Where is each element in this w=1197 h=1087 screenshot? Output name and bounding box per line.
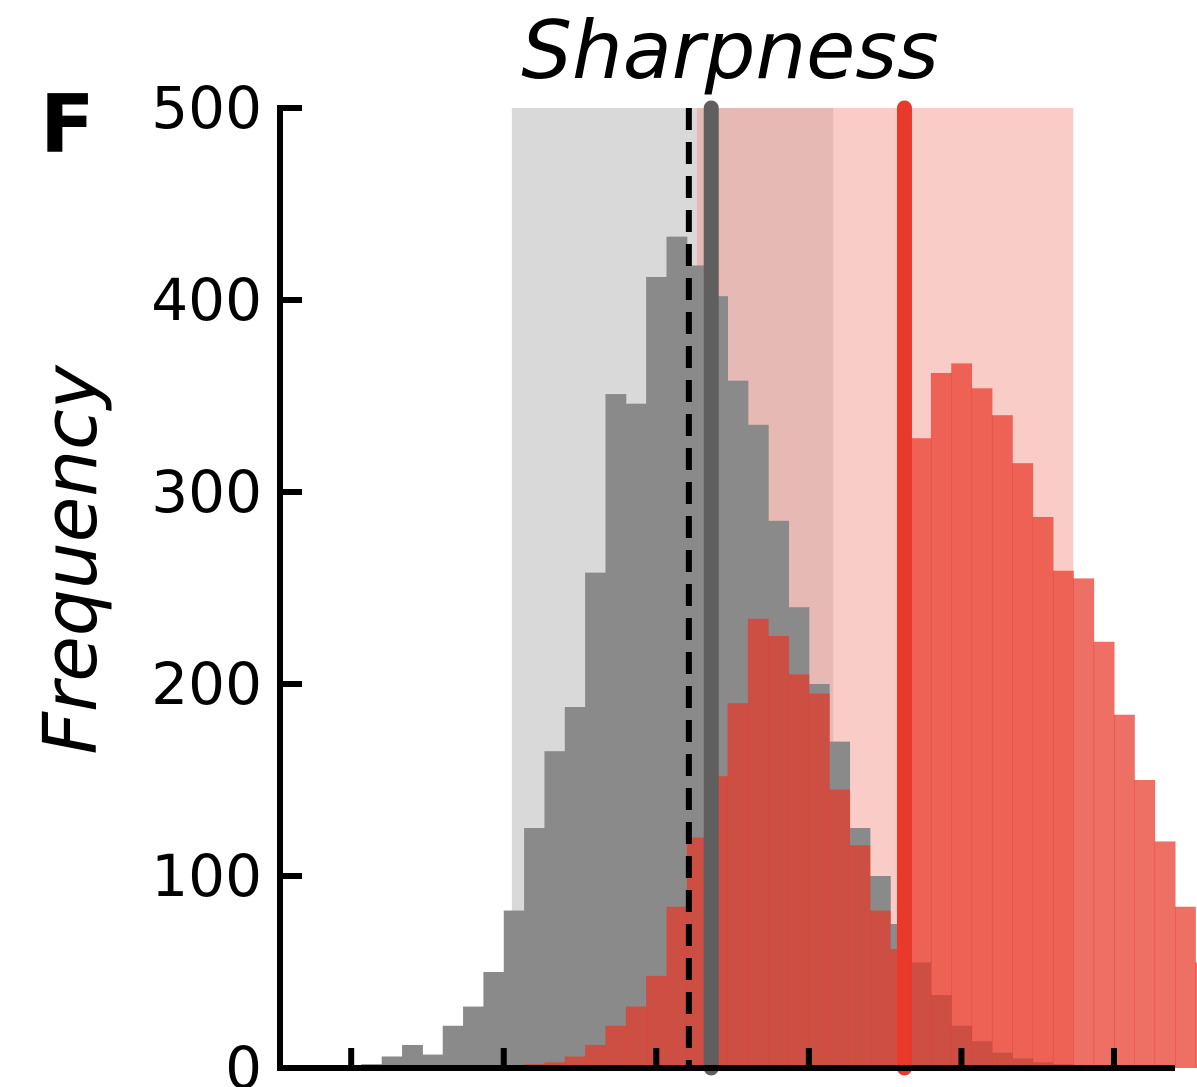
histogram-bar-s1-18 [869,910,891,1068]
histogram-bar-s0-15 [646,276,667,1069]
histogram-bar-s0-5 [442,1025,464,1068]
y-axis-label: Frequency [28,364,114,755]
histogram-bar-s1-22 [951,363,973,1068]
y-tick-label-3: 300 [151,458,262,526]
y-tick-label-0: 0 [225,1034,262,1087]
histogram-bar-s1-25 [1012,463,1034,1068]
y-tick-label-2: 200 [151,650,262,718]
histogram-bar-s0-16 [666,236,688,1068]
histogram-bar-s1-12 [747,618,769,1068]
histogram-bar-s0-7 [483,972,505,1068]
histogram-bar-s0-4 [422,1054,444,1068]
histogram-bar-s1-3 [564,1056,586,1068]
histogram-bar-s1-17 [849,845,871,1068]
histogram-bar-s1-27 [1052,570,1074,1068]
y-tick-label-4: 400 [151,266,262,334]
histogram-bar-s1-32 [1154,841,1176,1068]
histogram-bar-s0-8 [503,910,525,1068]
histogram-bar-s1-29 [1093,641,1115,1068]
chart-title: Sharpness [521,4,938,97]
histogram-bar-s1-24 [991,415,1013,1068]
histogram-bar-s1-15 [808,693,830,1068]
histogram-bar-s1-4 [585,1044,606,1068]
histogram-bar-s1-28 [1073,578,1095,1068]
histogram-bar-s1-16 [829,789,851,1068]
histogram-bar-s0-3 [402,1044,423,1068]
histogram-bar-s0-9 [524,828,545,1068]
axes: 0 100 200 300 400 500 [151,74,1175,1087]
histogram-bar-s1-6 [625,1006,647,1068]
histogram-bar-s1-31 [1134,780,1156,1068]
y-tick-label-5: 500 [151,74,262,142]
histogram-bar-s1-8 [666,906,688,1068]
histogram-bar-s1-26 [1032,516,1054,1068]
histogram-bar-s1-14 [788,674,810,1068]
reference-lines [685,100,912,1076]
histogram-bar-s1-20 [910,438,932,1068]
histogram-bar-s1-33 [1175,906,1196,1068]
histogram-bar-s0-13 [605,394,627,1069]
panel-label: F [40,78,95,171]
histogram-bar-s0-11 [564,707,586,1068]
histogram-bar-s1-5 [605,1025,627,1068]
histogram-bar-s0-2 [381,1056,403,1068]
histogram-bar-s1-7 [646,975,667,1068]
histogram-bar-s0-10 [544,751,566,1068]
histogram-bar-s1-23 [971,388,993,1068]
histogram-bar-s0-6 [463,1006,484,1068]
histogram-bar-s1-34 [1195,962,1197,1068]
histogram-bar-s0-14 [625,403,647,1068]
histogram-bars [341,236,1197,1069]
histogram-bar-s1-30 [1113,714,1135,1068]
y-tick-label-1: 100 [151,842,262,910]
histogram-bar-s1-9 [686,837,708,1068]
histogram-bar-s0-12 [585,572,606,1068]
histogram-bar-s1-11 [727,703,749,1068]
histogram-bar-s1-21 [930,372,952,1069]
histogram-bar-s1-13 [768,636,790,1068]
